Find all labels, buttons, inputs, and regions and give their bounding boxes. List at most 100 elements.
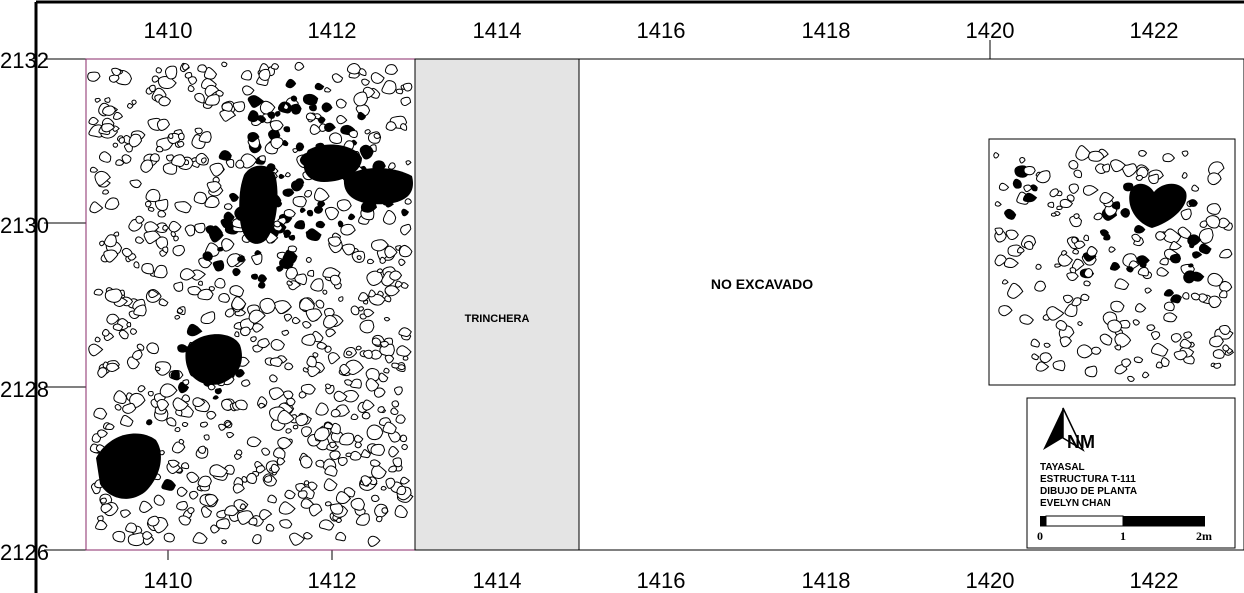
stone — [335, 531, 347, 542]
stone — [127, 532, 146, 547]
stone — [229, 285, 245, 298]
stone-dark — [186, 323, 203, 337]
stone — [307, 481, 318, 491]
stone — [197, 280, 203, 286]
stone — [308, 503, 323, 517]
stone — [303, 480, 310, 486]
stone — [1047, 201, 1055, 208]
stone — [115, 159, 125, 166]
stone — [1163, 301, 1175, 312]
stone — [381, 80, 397, 95]
stone — [389, 270, 403, 281]
stone — [103, 249, 119, 263]
stone — [255, 465, 266, 474]
stone — [279, 519, 293, 529]
stone-dark — [1126, 266, 1134, 273]
stone — [1023, 240, 1034, 250]
stone — [363, 349, 373, 359]
stone — [99, 497, 108, 504]
large-stone — [185, 334, 242, 385]
stone-dark — [315, 220, 326, 229]
stone — [267, 494, 278, 504]
stone — [398, 258, 406, 267]
stone — [1181, 172, 1188, 179]
stone — [180, 462, 190, 470]
stone — [993, 152, 1000, 159]
stone — [193, 191, 208, 205]
stone — [133, 261, 140, 269]
large-stone — [239, 165, 278, 244]
legend-line-3: DIBUJO DE PLANTA — [1040, 486, 1137, 497]
stone — [181, 421, 189, 428]
stone — [315, 299, 325, 309]
stone — [221, 539, 227, 545]
stone-dark — [267, 111, 276, 119]
stone — [1146, 324, 1156, 332]
stone — [93, 288, 104, 296]
stone — [335, 491, 352, 505]
stone — [1207, 272, 1224, 287]
stone — [345, 452, 352, 458]
stone — [269, 120, 284, 132]
stone — [89, 201, 104, 214]
stone — [312, 352, 319, 358]
stone — [144, 221, 160, 234]
stone — [1114, 344, 1122, 351]
stone — [387, 162, 396, 170]
stone — [303, 532, 313, 540]
stone — [142, 531, 153, 540]
stone — [269, 374, 278, 383]
stone — [224, 421, 232, 428]
stone — [1084, 365, 1098, 378]
stone — [324, 87, 332, 93]
stone — [87, 71, 101, 82]
legend-line-4: EVELYN CHAN — [1040, 498, 1111, 509]
stone — [204, 94, 220, 106]
stone-dark — [258, 281, 266, 289]
stone-dark — [237, 255, 245, 263]
stone — [125, 522, 138, 533]
large-stone — [303, 144, 362, 182]
stone — [366, 258, 375, 265]
stone — [216, 518, 231, 530]
stone — [1219, 280, 1233, 292]
stone — [1199, 220, 1208, 228]
stone — [1110, 300, 1125, 313]
stone — [994, 227, 1004, 236]
stone — [120, 414, 134, 427]
stone — [355, 513, 370, 526]
stone — [218, 293, 231, 303]
stone — [178, 438, 185, 445]
stone — [182, 379, 190, 386]
stone — [398, 327, 412, 337]
stone — [242, 85, 255, 96]
stone — [95, 519, 108, 531]
stone — [156, 399, 170, 412]
stone — [327, 236, 342, 247]
stone — [174, 426, 181, 433]
stone — [366, 270, 384, 286]
stone — [128, 133, 143, 148]
stone — [139, 500, 153, 513]
stone — [172, 397, 189, 411]
stone — [1083, 280, 1091, 287]
stone — [1110, 159, 1126, 173]
stone — [168, 220, 182, 233]
stone — [147, 515, 160, 527]
x-tick-bottom-1422: 1422 — [1130, 568, 1179, 593]
scale-bar — [1040, 515, 1205, 527]
stone — [1156, 267, 1170, 277]
y-axis: 2132 2130 2128 2126 — [0, 48, 49, 565]
stone — [1019, 314, 1034, 325]
stone — [1107, 319, 1123, 333]
y-tick-2130: 2130 — [0, 213, 49, 238]
stone — [251, 253, 263, 266]
stone — [350, 378, 362, 389]
stone — [1131, 233, 1141, 243]
stone — [1155, 361, 1163, 369]
stone — [350, 413, 359, 421]
stone — [1077, 321, 1083, 327]
stone — [162, 246, 169, 254]
stone — [259, 509, 273, 521]
stone — [101, 328, 110, 337]
